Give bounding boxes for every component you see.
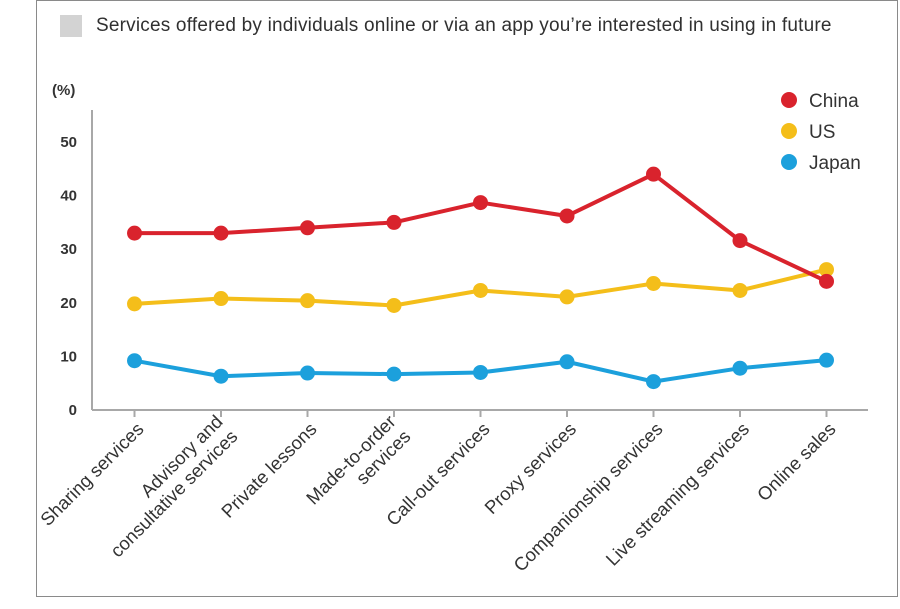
x-tick-label-line: Sharing services (36, 418, 148, 530)
data-point-japan (213, 368, 229, 384)
data-point-japan (300, 365, 315, 381)
x-tick-label-line: Online sales (753, 418, 840, 505)
data-point-us (819, 262, 834, 278)
y-axis-label: (%) (52, 82, 75, 99)
x-tick-label: Online sales (753, 418, 840, 505)
y-tick-label: 30 (60, 241, 77, 258)
y-tick-label: 50 (60, 134, 77, 151)
legend-label-japan: Japan (809, 153, 861, 174)
x-tick-label-line: Proxy services (480, 418, 580, 518)
y-tick-label: 0 (69, 402, 77, 419)
chart-title-row: Services offered by individuals online o… (60, 13, 832, 39)
x-tick-label: Sharing services (36, 418, 148, 530)
data-point-japan (127, 353, 142, 369)
data-point-china (127, 225, 142, 241)
data-point-us (213, 291, 229, 307)
data-point-china (473, 195, 488, 211)
legend-marker-us (781, 123, 797, 139)
x-tick-label-line: Live streaming services (602, 418, 754, 570)
data-point-us (473, 282, 488, 298)
data-point-china (386, 214, 402, 230)
x-tick-label: Advisory andconsultative services (91, 411, 241, 561)
chart-title: Services offered by individuals online o… (96, 15, 832, 36)
legend-marker-china (781, 92, 797, 108)
legend-label-us: US (809, 122, 835, 143)
data-point-china (300, 220, 315, 236)
data-point-us (646, 276, 661, 292)
x-tick-label: Proxy services (480, 418, 580, 518)
data-point-us (559, 289, 575, 305)
data-point-us (300, 293, 315, 309)
data-point-japan (559, 354, 575, 370)
data-point-us (386, 297, 402, 313)
y-tick-label: 20 (60, 295, 77, 312)
data-point-china (646, 166, 661, 182)
data-point-china (732, 233, 748, 249)
x-tick-label-line: Companionship services (509, 418, 666, 575)
data-point-us (732, 282, 748, 298)
data-point-japan (386, 366, 402, 382)
data-point-japan (819, 352, 834, 368)
chart-frame (36, 0, 898, 597)
data-point-japan (473, 364, 488, 380)
x-tick-label: Live streaming services (602, 418, 754, 570)
data-point-us (127, 296, 142, 312)
legend-marker-japan (781, 154, 797, 170)
legend-label-china: China (809, 91, 859, 112)
data-point-china (559, 208, 575, 224)
y-tick-label: 40 (60, 188, 77, 205)
y-tick-label: 10 (60, 348, 77, 365)
x-tick-label: Companionship services (509, 418, 666, 575)
data-point-japan (646, 374, 661, 390)
data-point-japan (732, 360, 748, 376)
title-swatch-icon (60, 15, 82, 37)
data-point-china (819, 273, 834, 289)
data-point-china (213, 225, 229, 241)
series-line-china (134, 172, 828, 284)
